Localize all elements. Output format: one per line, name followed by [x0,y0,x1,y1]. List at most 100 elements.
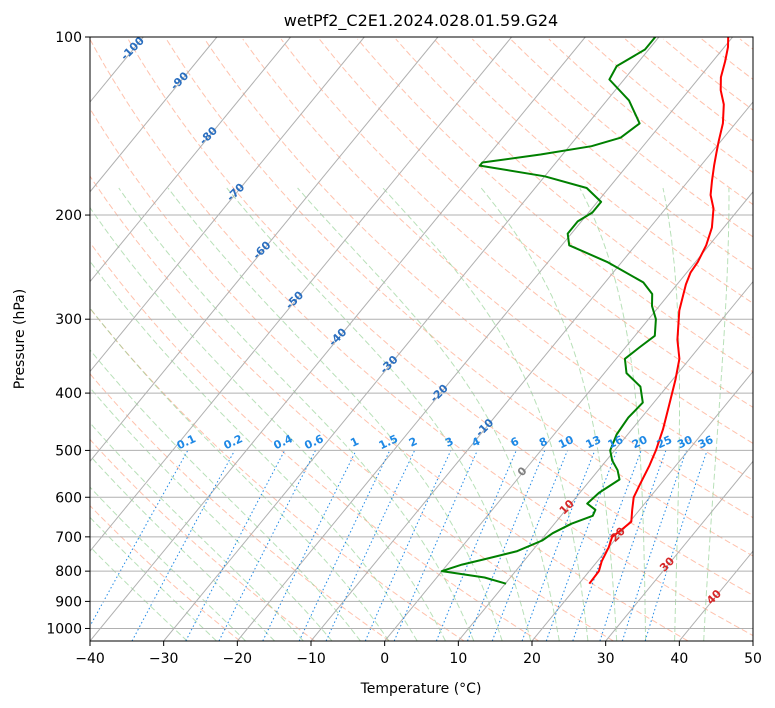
mixing-ratio-line [545,450,618,641]
isotherm [90,37,586,641]
x-tick-label: 50 [744,651,762,667]
y-tick-label: 800 [55,564,82,580]
y-tick-label: 900 [55,594,82,610]
isotherm [90,37,291,283]
isotherm [163,37,660,641]
plot-frame [89,36,754,642]
mixing-ratio-label: 3 [443,435,455,450]
mixing-ratio-label: 0.2 [222,432,245,452]
moist-adiabat [167,187,503,641]
dry-adiabat [395,38,753,338]
y-tick-label: 600 [55,490,82,506]
x-axis: −40 −30 −20 −10 0 10 20 30 40 50 [75,641,762,667]
pressure-gridlines [90,36,753,629]
dry-adiabat [701,38,753,81]
x-tick-label: −20 [223,651,253,667]
mixing-ratio-line [599,450,667,641]
y-tick-label: 400 [55,386,82,402]
mixing-ratio-label: 13 [584,433,603,451]
dry-adiabat [548,38,753,206]
moist-adiabat [90,206,446,641]
mixing-ratio-line [435,450,517,641]
mixing-ratio-label: 16 [606,433,626,451]
dry-adiabat [90,107,689,641]
mixing-ratio-line [491,450,568,641]
x-tick-label: 10 [449,651,467,667]
dewpoint-line [440,37,657,585]
isotherm [310,101,753,641]
moist-adiabat [90,486,246,641]
isotherm [0,37,70,641]
mixing-ratio-label: 20 [630,433,650,451]
line-annotations: 0.1 0.2 0.4 0.6 1 1.5 2 3 4 6 8 10 13 16 20 25 30 36-100-… [118,34,724,607]
isotherm [384,190,753,641]
y-tick-label: 300 [55,312,82,328]
y-axis-label: Pressure (hPa) [12,289,28,389]
isotherm [605,460,753,641]
x-tick-label: −10 [296,651,326,667]
mixing-ratio-line [364,450,452,641]
y-tick-label: 500 [55,443,82,459]
mixing-ratio-line [572,450,642,641]
y-tick-label: 100 [55,30,82,46]
moist-adiabat [90,349,361,641]
moist-adiabat [118,187,475,641]
isotherm [90,37,439,463]
x-tick-label: 30 [597,651,615,667]
mixing-ratio-label: 1 [348,435,360,450]
isotherm [457,280,753,641]
mixing-ratio-label: 25 [655,433,674,451]
dry-adiabat [624,38,753,142]
dry-adiabat [90,175,614,641]
y-tick-label: 1000 [46,621,82,637]
mixing-ratio-line [521,450,596,641]
moist-adiabat [90,387,333,641]
mixing-ratio-label: 0.6 [302,432,325,452]
y-tick-label: 200 [55,208,82,224]
mixing-ratio-label: 0.4 [272,432,295,452]
dry-adiabat [739,38,753,50]
y-axis: 100 200 300 400 500 600 700 800 900 1000 [46,30,90,637]
background-lines [0,37,753,641]
mixing-ratio-label: 0.1 [175,432,198,452]
mixing-ratio-label: 10 [556,433,576,451]
dry-adiabat [280,38,753,444]
x-tick-label: 20 [523,651,541,667]
isotherm [531,370,753,641]
isotherm [90,37,365,373]
dry-adiabat [510,38,753,238]
moist-adiabat [703,188,730,641]
mixing-ratio-line [393,450,478,641]
mixing-ratio-line [185,450,286,641]
dry-adiabat [204,38,753,519]
mixing-ratio-label: 1.5 [377,432,400,452]
mixing-ratio-line [644,450,708,641]
dry-adiabat [90,38,753,637]
mixing-ratio-label: 30 [675,433,695,451]
dry-adiabat [165,38,753,557]
moist-adiabat [90,307,390,641]
mixing-ratio-line [467,450,546,641]
isotherm [236,37,733,641]
dry-adiabat [586,38,753,174]
mixing-ratio-line [621,450,687,641]
x-axis-label: Temperature (°C) [360,681,482,697]
isotherm [90,37,512,552]
moist-adiabat [297,187,560,641]
dry-adiabat [357,38,753,373]
moist-adiabat [382,187,589,641]
mixing-ratio-line [90,450,189,628]
moist-adiabat [90,455,275,641]
moist-adiabat [480,187,618,641]
mixing-ratio-label: 2 [407,435,419,450]
dry-adiabat [90,438,316,641]
isotherm [752,640,753,641]
x-tick-label: −30 [149,651,179,667]
sounding-series [440,37,730,585]
dry-adiabat [90,373,390,641]
mixing-ratio-label: 36 [696,433,716,451]
dry-adiabat [90,504,241,641]
moist-adiabat [90,516,217,641]
moist-adiabat [579,187,647,641]
